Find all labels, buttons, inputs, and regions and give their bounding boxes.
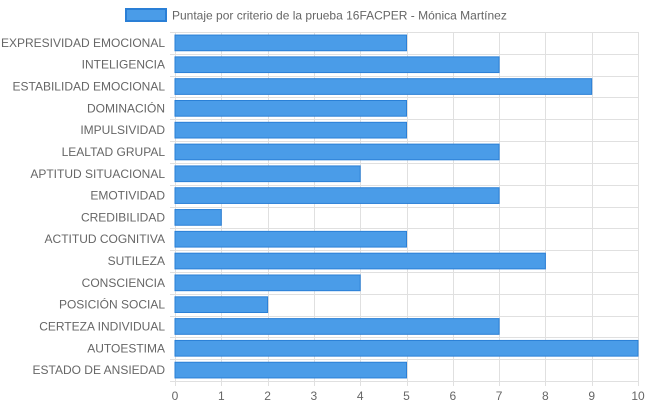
bar[interactable] (174, 252, 546, 270)
category-label: LEALTAD GRUPAL (62, 145, 166, 159)
x-tick-label: 8 (542, 389, 549, 403)
x-tick-label: 0 (172, 389, 179, 403)
category-label: DOMINACIÓN (87, 100, 165, 115)
x-tick-label: 1 (218, 389, 225, 403)
bar[interactable] (174, 121, 407, 139)
x-tick-label: 10 (631, 389, 645, 403)
legend-label: Puntaje por criterio de la prueba 16FACP… (172, 9, 507, 23)
bar[interactable] (174, 318, 500, 335)
x-tick-label: 6 (449, 389, 456, 403)
legend[interactable]: Puntaje por criterio de la prueba 16FACP… (125, 8, 507, 23)
bar[interactable] (174, 165, 361, 183)
category-label: CONSCIENCIA (82, 276, 165, 290)
bar[interactable] (174, 274, 361, 292)
x-tick-label: 2 (264, 389, 271, 403)
bar[interactable] (174, 230, 407, 248)
bar[interactable] (174, 296, 269, 314)
category-label: SUTILEZA (108, 254, 165, 268)
bar[interactable] (174, 34, 407, 52)
x-tick-label: 7 (496, 389, 503, 403)
bar[interactable] (174, 187, 500, 204)
bar[interactable] (174, 143, 500, 161)
category-label: INTELIGENCIA (82, 58, 165, 72)
legend-swatch (125, 8, 167, 22)
category-label: ESTABILIDAD EMOCIONAL (13, 80, 166, 94)
category-label: APTITUD SITUACIONAL (30, 167, 165, 181)
category-label: POSICIÓN SOCIAL (59, 297, 165, 312)
category-labels: EXPRESIVIDAD EMOCIONAL INTELIGENCIA ESTABI… (1, 36, 165, 377)
category-label: EMOTIVIDAD (90, 189, 165, 203)
bar[interactable] (174, 339, 639, 357)
category-label: IMPULSIVIDAD (80, 123, 165, 137)
bar[interactable] (174, 99, 407, 117)
category-label: EXPRESIVIDAD EMOCIONAL (1, 36, 165, 50)
bar[interactable] (174, 56, 500, 74)
category-label: CERTEZA INDIVIDUAL (39, 319, 165, 333)
bar[interactable] (174, 209, 222, 226)
category-label: CREDIBILIDAD (81, 210, 165, 224)
category-label: AUTOESTIMA (87, 341, 165, 355)
x-tick-label: 4 (357, 389, 364, 403)
x-tick-label: 3 (311, 389, 318, 403)
bar[interactable] (174, 78, 593, 95)
x-tick-label: 5 (403, 389, 410, 403)
category-label: ACTITUD COGNITIVA (45, 232, 165, 246)
category-label: ESTADO DE ANSIEDAD (33, 363, 166, 377)
x-tick-label: 9 (588, 389, 595, 403)
x-axis-ticks: 0 1 2 3 4 5 6 7 8 9 10 (172, 389, 645, 403)
bars (174, 34, 639, 379)
bar[interactable] (174, 361, 407, 379)
